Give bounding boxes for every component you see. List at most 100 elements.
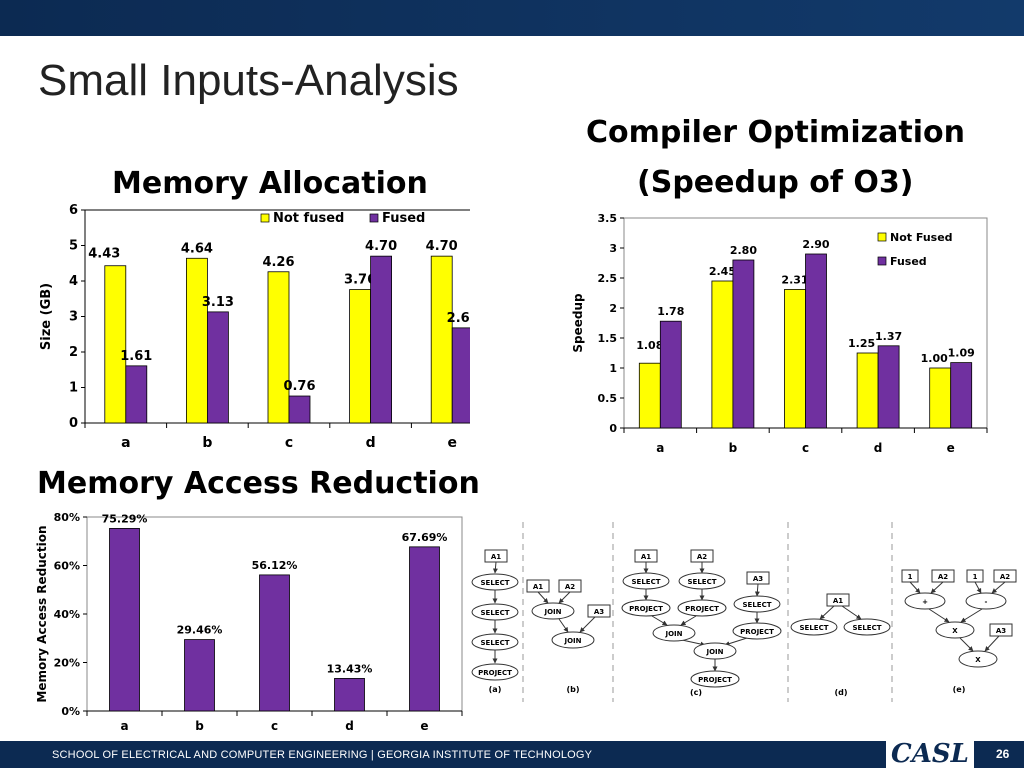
bar: [125, 365, 148, 424]
data-label: 75.29%: [102, 512, 148, 525]
svg-text:X: X: [952, 627, 958, 635]
category-label: e: [447, 435, 457, 451]
operator-node: PROJECT: [621, 599, 671, 617]
svg-text:A2: A2: [938, 573, 948, 581]
bar: [711, 280, 734, 429]
svg-text:PROJECT: PROJECT: [685, 605, 719, 613]
bar: [349, 289, 372, 424]
y-axis-label: Size (GB): [39, 283, 54, 350]
bar: [732, 259, 755, 429]
operator-node: PROJECT: [732, 622, 782, 640]
bar: [206, 311, 229, 424]
diagram-caption: (d): [834, 688, 847, 697]
y-tick-label: 40%: [54, 608, 80, 621]
category-label: a: [120, 719, 128, 733]
y-tick-label: 3.5: [598, 212, 618, 225]
y-tick-label: 2: [69, 345, 78, 360]
data-label: 1.61: [120, 349, 152, 364]
edge: [680, 615, 697, 626]
svg-text:JOIN: JOIN: [543, 608, 561, 616]
operator-node: JOIN: [531, 602, 575, 620]
data-label: 1.25: [848, 337, 875, 350]
svg-text:PROJECT: PROJECT: [629, 605, 663, 613]
y-axis-label: Memory Access Reduction: [35, 525, 49, 702]
data-label: 4.70: [426, 239, 458, 254]
bar: [638, 362, 661, 429]
edge: [558, 591, 571, 604]
y-tick-label: 4: [69, 274, 78, 289]
y-tick-label: 3: [609, 242, 617, 255]
data-label: 1.09: [948, 347, 975, 360]
edge: [558, 618, 569, 633]
speedup-chart: 0 0.5 1 1.5 2 2.5 3 3.5 a b c d e 1.08 2.45 2.31 1.25 1.0…: [571, 212, 988, 455]
category-label: d: [345, 719, 354, 733]
operator-node: SELECT: [790, 618, 838, 636]
svg-text:A1: A1: [491, 553, 501, 561]
bar: [805, 253, 827, 429]
edge: [909, 581, 921, 594]
operator-node: PROJECT: [677, 599, 727, 617]
operator-node: JOIN: [693, 642, 737, 660]
svg-text:SELECT: SELECT: [688, 578, 717, 586]
bar: [659, 320, 682, 429]
edge: [930, 581, 944, 594]
bar: [109, 528, 140, 712]
data-label: 4.43: [88, 247, 120, 262]
data-label: 2.45: [709, 265, 736, 278]
edge: [959, 637, 974, 652]
category-label: a: [121, 435, 130, 451]
category-label: d: [366, 435, 376, 451]
memory-access-heading: Memory Access Reduction: [37, 466, 480, 501]
svg-text:JOIN: JOIN: [664, 630, 682, 638]
edge: [819, 605, 835, 620]
data-label: 56.12%: [252, 559, 298, 572]
svg-text:PROJECT: PROJECT: [478, 669, 512, 677]
operator-node: SELECT: [678, 572, 726, 590]
operator-node: -: [965, 592, 1007, 610]
svg-text:A1: A1: [833, 597, 843, 605]
y-axis-label: Speedup: [571, 293, 585, 353]
svg-text:A2: A2: [565, 583, 575, 591]
diagram-caption: (c): [690, 688, 702, 697]
bar: [259, 574, 290, 712]
svg-text:JOIN: JOIN: [705, 648, 723, 656]
legend-swatch: [369, 213, 379, 223]
svg-text:PROJECT: PROJECT: [740, 628, 774, 636]
diagram-caption: (e): [953, 685, 966, 694]
footer-bar: SCHOOL OF ELECTRICAL AND COMPUTER ENGINE…: [0, 741, 1024, 768]
svg-text:A2: A2: [697, 553, 707, 561]
y-tick-label: 6: [69, 203, 78, 218]
y-tick-label: 5: [69, 239, 78, 254]
footer-text: SCHOOL OF ELECTRICAL AND COMPUTER ENGINE…: [52, 749, 593, 761]
svg-text:SELECT: SELECT: [853, 624, 882, 632]
operator-node: SELECT: [471, 573, 519, 591]
y-tick-label: 3: [69, 310, 78, 325]
y-tick-label: 60%: [54, 560, 80, 573]
bar: [409, 546, 440, 712]
edge: [974, 581, 982, 594]
compiler-heading-line1: Compiler Optimization: [586, 115, 965, 150]
y-tick-label: 2.5: [598, 272, 618, 285]
svg-text:1: 1: [973, 573, 978, 581]
edge: [651, 615, 668, 626]
y-tick-label: 0: [69, 416, 78, 431]
y-tick-label: 20%: [54, 657, 80, 670]
slide-title: Small Inputs-Analysis: [38, 56, 459, 105]
data-label: 2.68: [447, 311, 470, 326]
legend-swatch: [877, 232, 887, 242]
svg-text:X: X: [975, 656, 981, 664]
operator-diagrams: A1 SELECT SELECT SELECT PROJECT (a) A1 A2 JOIN A3…: [471, 522, 1017, 702]
data-label: 1.78: [657, 305, 684, 318]
operator-node: JOIN: [551, 631, 595, 649]
svg-text:+: +: [922, 598, 928, 606]
memory-allocation-chart: 0 1 2 3 4 5 6 a b c d e 4.43 4.64 4.26 3.76 4.70 1.61 3.13…: [39, 203, 470, 451]
category-label: d: [874, 441, 883, 455]
svg-text:SELECT: SELECT: [743, 601, 772, 609]
edge: [960, 608, 983, 623]
svg-text:A1: A1: [641, 553, 651, 561]
svg-text:-: -: [985, 598, 988, 606]
data-label: 29.46%: [177, 624, 223, 637]
y-tick-label: 1: [609, 362, 617, 375]
operator-node: PROJECT: [690, 670, 740, 688]
svg-text:SELECT: SELECT: [800, 624, 829, 632]
